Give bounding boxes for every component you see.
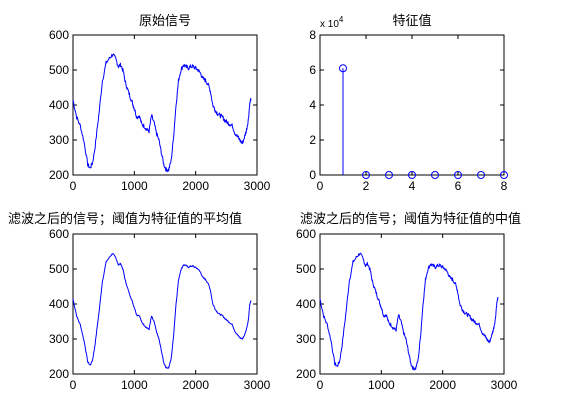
title-original: 原始信号 <box>139 14 191 29</box>
y-tick-label: 500 <box>296 262 316 276</box>
axes-box-filtered-median <box>319 233 505 375</box>
stem-marker <box>477 171 485 179</box>
x-tick-label: 3000 <box>491 378 518 392</box>
exponent-base: x 10 <box>320 19 339 30</box>
title-filtered-median: 滤波之后的信号；阈值为特征值的中值 <box>300 211 521 227</box>
x-tick-label: 0 <box>317 378 324 392</box>
x-tick-label: 4 <box>409 179 416 193</box>
x-tick-label: 2000 <box>182 378 209 392</box>
stem-marker <box>500 171 508 179</box>
y-tick-label: 8 <box>309 28 316 42</box>
y-tick-label: 6 <box>309 63 316 77</box>
y-tick-label: 500 <box>49 262 69 276</box>
y-tick-label: 400 <box>296 297 316 311</box>
y-tick-label: 600 <box>49 227 69 241</box>
y-tick-label: 500 <box>49 63 69 77</box>
ticks-filtered-median: 0 1000 2000 3000 200 300 400 500 600 <box>296 227 518 392</box>
y-tick-label: 300 <box>296 332 316 346</box>
y-tick-label: 200 <box>49 168 69 182</box>
x-tick-label: 1000 <box>368 378 395 392</box>
series-filtered-mean <box>72 253 252 369</box>
y-tick-label: 200 <box>49 367 69 381</box>
panel-filtered-median: 滤波之后的信号；阈值为特征值的中值 0 1000 2000 3000 200 300 400… <box>296 211 521 392</box>
panel-filtered-mean: 滤波之后的信号；阈值为特征值的平均值 0 1000 2000 3000 200 300 40… <box>8 211 271 392</box>
x-tick-label: 2000 <box>429 378 456 392</box>
x-tick-label: 0 <box>317 179 324 193</box>
x-tick-label: 1000 <box>121 378 148 392</box>
stem-marker <box>339 64 347 73</box>
stem-marker <box>431 171 439 179</box>
x-tick-label: 8 <box>501 179 508 193</box>
y-tick-label: 0 <box>309 168 316 182</box>
stem-marker <box>385 171 393 179</box>
y-tick-label: 300 <box>49 133 69 147</box>
stem-marker <box>362 171 370 179</box>
y-tick-label: 600 <box>296 227 316 241</box>
stem-marker <box>408 171 416 179</box>
x-tick-label: 6 <box>455 179 462 193</box>
x-tick-label: 3000 <box>244 378 271 392</box>
title-filtered-mean: 滤波之后的信号；阈值为特征值的平均值 <box>8 211 242 227</box>
y-tick-label: 600 <box>49 28 69 42</box>
ticks-eigenvalues: 0 2 4 6 8 0 2 4 6 8 <box>309 28 507 193</box>
ticks-original: 0 1000 2000 3000 200 300 400 500 600 <box>49 28 271 193</box>
axes-box-eigenvalues <box>319 34 505 176</box>
exponent-label: x 104 <box>320 15 344 30</box>
x-tick-label: 2000 <box>182 179 209 193</box>
y-tick-label: 2 <box>309 133 316 147</box>
x-tick-label: 0 <box>70 179 77 193</box>
series-original-signal <box>72 53 252 173</box>
y-tick-label: 4 <box>309 98 316 112</box>
ticks-filtered-mean: 0 1000 2000 3000 200 300 400 500 600 <box>49 227 271 392</box>
y-tick-label: 400 <box>49 98 69 112</box>
axes-box-original <box>72 34 258 176</box>
x-tick-label: 0 <box>70 378 77 392</box>
stems-eigenvalues <box>339 64 508 179</box>
y-tick-label: 400 <box>49 297 69 311</box>
x-tick-label: 2 <box>363 179 370 193</box>
y-tick-label: 200 <box>296 367 316 381</box>
series-filtered-median <box>319 252 499 371</box>
panel-original: 原始信号 0 1000 2000 3000 200 300 400 500 600 <box>49 14 271 193</box>
exponent-power: 4 <box>339 15 344 24</box>
title-eigenvalues: 特征值 <box>392 13 431 29</box>
y-tick-label: 300 <box>49 332 69 346</box>
axes-box-filtered-mean <box>72 233 258 375</box>
x-tick-label: 1000 <box>121 179 148 193</box>
stem-marker <box>454 171 462 179</box>
x-tick-label: 3000 <box>244 179 271 193</box>
